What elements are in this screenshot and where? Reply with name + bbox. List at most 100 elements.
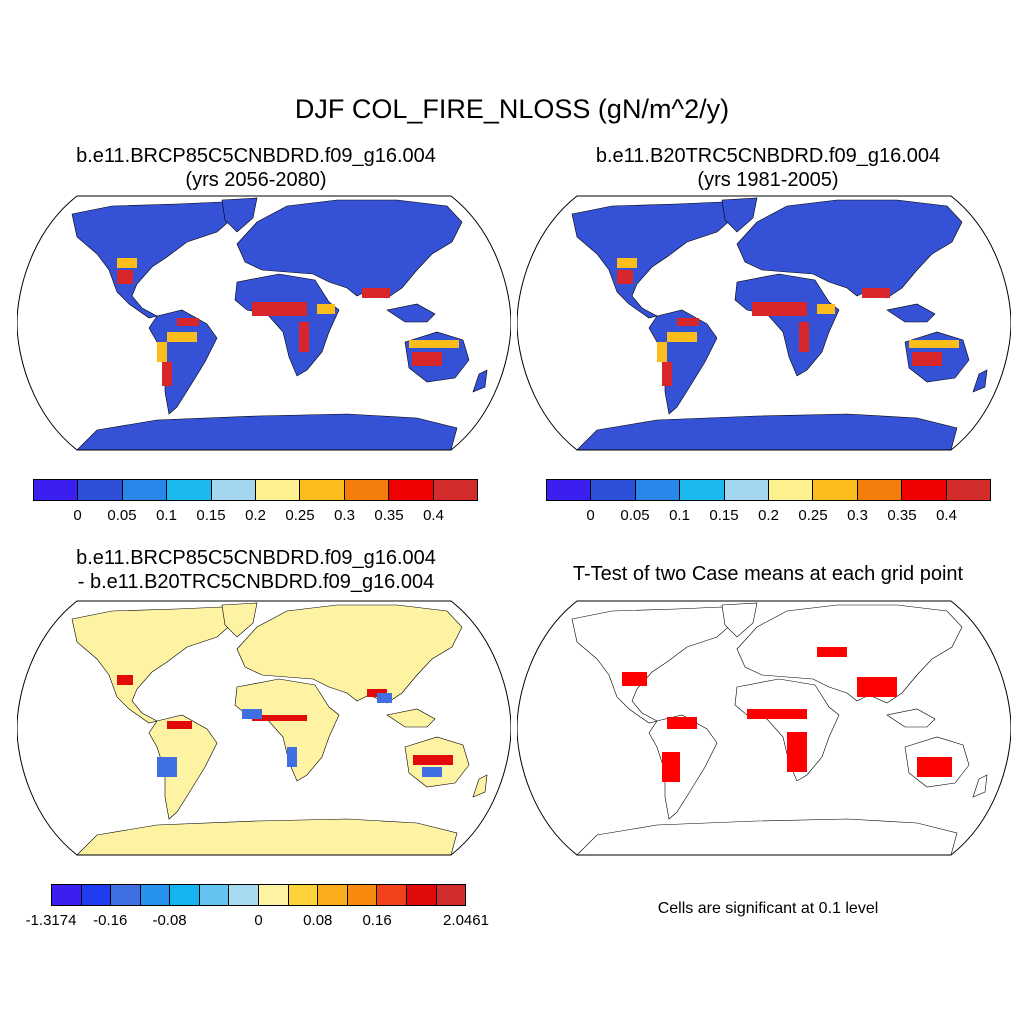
colorbar-tick-label: -1.3174: [25, 912, 77, 929]
colorbar-swatch: [902, 480, 947, 500]
colorbar-difference: [51, 884, 466, 906]
colorbar-tick-label: 0.2: [245, 507, 266, 524]
panel-future-title: b.e11.BRCP85C5CNBDRD.f09_g16.004 (yrs 20…: [0, 144, 512, 192]
colorbar-swatch: [547, 480, 592, 500]
panel-ttest-title: T-Test of two Case means at each grid po…: [572, 563, 964, 585]
map-future: [17, 195, 511, 451]
colorbar-swatch: [433, 480, 478, 500]
colorbar-swatch: [680, 480, 725, 500]
continent-eurasia: [736, 604, 963, 704]
panel-historical-title-line1: b.e11.B20TRC5CNBDRD.f09_g16.004: [595, 145, 941, 167]
continent-south-america: [148, 714, 218, 820]
fire-moderate: [617, 258, 637, 268]
fire-moderate: [157, 342, 167, 362]
fire-hotspot: [412, 352, 442, 366]
panel-difference-title-line1: b.e11.BRCP85C5CNBDRD.f09_g16.004: [76, 547, 436, 569]
continent-greenland: [221, 197, 258, 233]
colorbar-swatch: [211, 480, 257, 500]
continent-north-america: [571, 201, 743, 319]
colorbar-tick-label: -0.16: [93, 912, 128, 929]
continent-antarctica: [576, 818, 958, 856]
continent-north-america: [571, 606, 743, 724]
colorbar-swatch: [635, 480, 681, 500]
colorbar-swatch: [769, 480, 814, 500]
colorbar-swatch: [256, 480, 301, 500]
colorbar-tick-label: 0.35: [887, 507, 917, 524]
map-historical-land: [571, 197, 988, 451]
continent-antarctica: [76, 413, 458, 451]
fire-hotspot: [413, 755, 453, 765]
continent-indonesia: [386, 708, 436, 728]
continent-africa: [234, 273, 340, 377]
colorbar-tick-label: 0.3: [847, 507, 868, 524]
map-ttest-land: [571, 602, 988, 856]
fire-moderate: [242, 709, 262, 719]
colorbar-swatch: [122, 480, 168, 500]
map-future-land: [71, 197, 488, 451]
colorbar-tick-label: 0.15: [709, 507, 739, 524]
continent-new-zealand: [972, 369, 988, 393]
continent-eurasia: [736, 199, 963, 299]
continent-north-america: [71, 606, 243, 724]
fire-hotspot: [617, 270, 633, 284]
fire-moderate: [157, 757, 177, 777]
fire-hotspot: [622, 672, 647, 686]
continent-eurasia: [236, 604, 463, 704]
fire-hotspot: [752, 302, 807, 316]
colorbar-tick-label: 0.4: [423, 507, 444, 524]
colorbar-swatch: [81, 885, 112, 905]
colorbar-swatch: [344, 480, 390, 500]
continent-north-america: [71, 201, 243, 319]
colorbar-tick-label: 0.1: [156, 507, 177, 524]
map-ttest: [517, 600, 1011, 856]
fire-moderate: [377, 693, 392, 703]
significance-note: Cells are significant at 0.1 level: [657, 900, 879, 917]
fire-hotspot: [362, 288, 390, 298]
panel-future-title-line2: (yrs 2056-2080): [185, 169, 327, 191]
fire-hotspot: [252, 302, 307, 316]
colorbar-swatch: [140, 885, 171, 905]
colorbar-swatch: [52, 885, 82, 905]
colorbar-tick-label: 0.16: [362, 912, 392, 929]
continent-indonesia: [386, 303, 436, 323]
continent-indonesia: [886, 708, 936, 728]
continent-antarctica: [576, 413, 958, 451]
fire-hotspot: [917, 757, 952, 777]
colorbar-tick-label: 0.1: [669, 507, 690, 524]
colorbar-historical-labels: 0 0.05 0.1 0.15 0.2 0.25 0.3 0.35 0.4: [546, 507, 991, 527]
colorbar-swatch: [78, 480, 123, 500]
colorbar-swatch: [229, 885, 260, 905]
continent-new-zealand: [472, 774, 488, 798]
colorbar-future-labels: 0 0.05 0.1 0.15 0.2 0.25 0.3 0.35 0.4: [33, 507, 478, 527]
continent-africa: [734, 273, 840, 377]
fire-hotspot: [799, 322, 809, 352]
fire-moderate: [287, 747, 297, 767]
colorbar-swatch: [389, 480, 434, 500]
colorbar-tick-label: 0: [254, 912, 263, 929]
fire-hotspot: [677, 318, 699, 326]
map-difference-land: [71, 602, 488, 856]
colorbar-swatch: [406, 885, 437, 905]
fire-moderate: [117, 258, 137, 268]
colorbar-tick-label: 0.25: [285, 507, 315, 524]
fire-moderate: [667, 332, 697, 342]
fire-hotspot: [162, 362, 172, 386]
continent-antarctica: [76, 818, 458, 856]
continent-indonesia: [886, 303, 936, 323]
colorbar-swatch: [813, 480, 858, 500]
colorbar-tick-label: 0: [73, 507, 82, 524]
fire-hotspot: [117, 675, 133, 685]
continent-eurasia: [236, 199, 463, 299]
fire-hotspot: [667, 717, 697, 729]
fire-moderate: [817, 304, 835, 314]
fire-hotspot: [117, 270, 133, 284]
colorbar-swatch: [591, 480, 636, 500]
continent-greenland: [721, 197, 758, 233]
figure-title: DJF COL_FIRE_NLOSS (gN/m^2/y): [294, 94, 730, 124]
fire-hotspot: [817, 647, 847, 657]
fire-hotspot: [177, 318, 199, 326]
colorbar-swatch: [377, 885, 407, 905]
colorbar-swatch: [300, 480, 345, 500]
fire-hotspot: [862, 288, 890, 298]
continent-south-america: [648, 714, 718, 820]
